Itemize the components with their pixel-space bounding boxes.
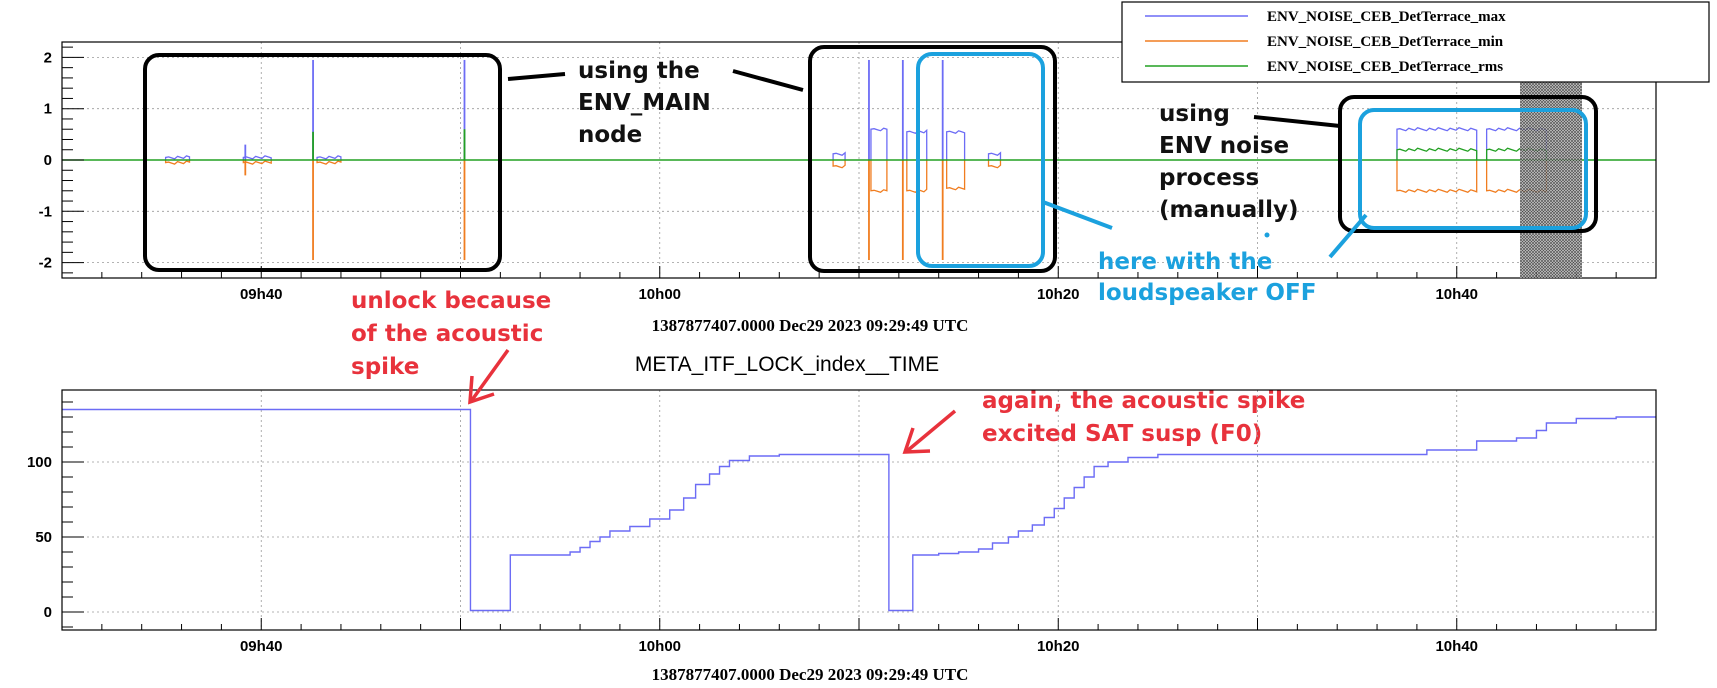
arrow-unlock [468,348,510,405]
series-segment [832,159,846,169]
bottom-date-label: 1387877407.0000 Dec29 2023 09:29:49 UTC [652,665,969,684]
series-segment [1396,147,1478,161]
env-main-box-2 [808,45,1057,273]
bottom-axes: 09h40 10h00 10h20 10h40 100 50 0 [27,401,1657,655]
y-tick-label: 0 [44,604,52,621]
annotation-unlock: unlock because of the acoustic spike [351,288,559,380]
series-segment [987,151,1002,161]
loudspeaker-off-box-2 [1358,108,1588,230]
series-segment [1396,126,1478,161]
y-tick-label: 1 [44,101,52,118]
series-segment [164,155,191,161]
y-tick-label: -2 [39,255,52,272]
bottom-plot: 09h40 10h00 10h20 10h40 100 50 0 1387877407.00… [27,389,1657,684]
connector-line-env-noise [1253,115,1341,128]
x-tick-label: 10h00 [638,638,681,655]
legend-entry-max: ENV_NOISE_CEB_DetTerrace_max [1267,9,1506,25]
series-segment [1396,159,1478,194]
annotation-loudspeaker-off: here with the loudspeaker OFF [1098,249,1316,306]
connector-line-env-main-right [732,69,804,92]
y-tick-label: 50 [35,529,52,546]
blue-dot [1264,232,1270,238]
y-tick-label: 0 [44,152,52,169]
series-segment [316,159,342,165]
series-segment [832,151,846,161]
series-segment [316,155,342,161]
x-tick-label: 09h40 [240,638,283,655]
arrow-again [902,409,957,454]
x-tick-label: 10h20 [1037,286,1080,303]
series-segment [987,159,1002,169]
series-segment [946,159,966,191]
annotation-env-main: using the ENV_MAIN node [578,58,719,148]
legend-entry-min: ENV_NOISE_CEB_DetTerrace_min [1267,34,1504,50]
connector-line-env-main-left [507,72,566,81]
annotation-again: again, the acoustic spike excited SAT su… [982,388,1313,447]
series-segment [946,130,966,161]
bottom-series [62,408,1656,612]
x-tick-label: 09h40 [240,286,283,303]
annotation-env-noise: using ENV noise process (manually) [1159,101,1299,223]
x-tick-label: 10h40 [1435,638,1478,655]
connector-line-loudspeaker-right [1328,213,1368,259]
env-main-box-1 [143,53,502,272]
x-tick-label: 10h00 [638,286,681,303]
lock-index-line [62,408,1656,612]
top-axes: 09h40 10h00 10h20 10h40 2 1 0 -1 -2 [39,46,1657,303]
series-segment [870,159,888,194]
connector-line-loudspeaker-left [1042,200,1113,230]
legend: ENV_NOISE_CEB_DetTerrace_max ENV_NOISE_C… [1121,1,1710,83]
series-segment [870,127,888,161]
bottom-plot-title: META_ITF_LOCK_index__TIME [635,353,939,376]
y-tick-label: 100 [27,454,52,471]
legend-entry-rms: ENV_NOISE_CEB_DetTerrace_rms [1267,59,1503,75]
x-tick-label: 10h40 [1435,286,1478,303]
top-date-label: 1387877407.0000 Dec29 2023 09:29:49 UTC [652,316,969,335]
top-plot: 09h40 10h00 10h20 10h40 2 1 0 -1 -2 1387877407.0… [39,41,1657,335]
y-tick-label: -1 [39,203,52,220]
bottom-grid [62,390,1656,630]
x-tick-label: 10h20 [1037,638,1080,655]
env-noise-box [1338,95,1598,233]
series-segment [164,159,191,165]
loudspeaker-off-box-1 [916,52,1045,268]
y-tick-label: 2 [44,49,52,66]
